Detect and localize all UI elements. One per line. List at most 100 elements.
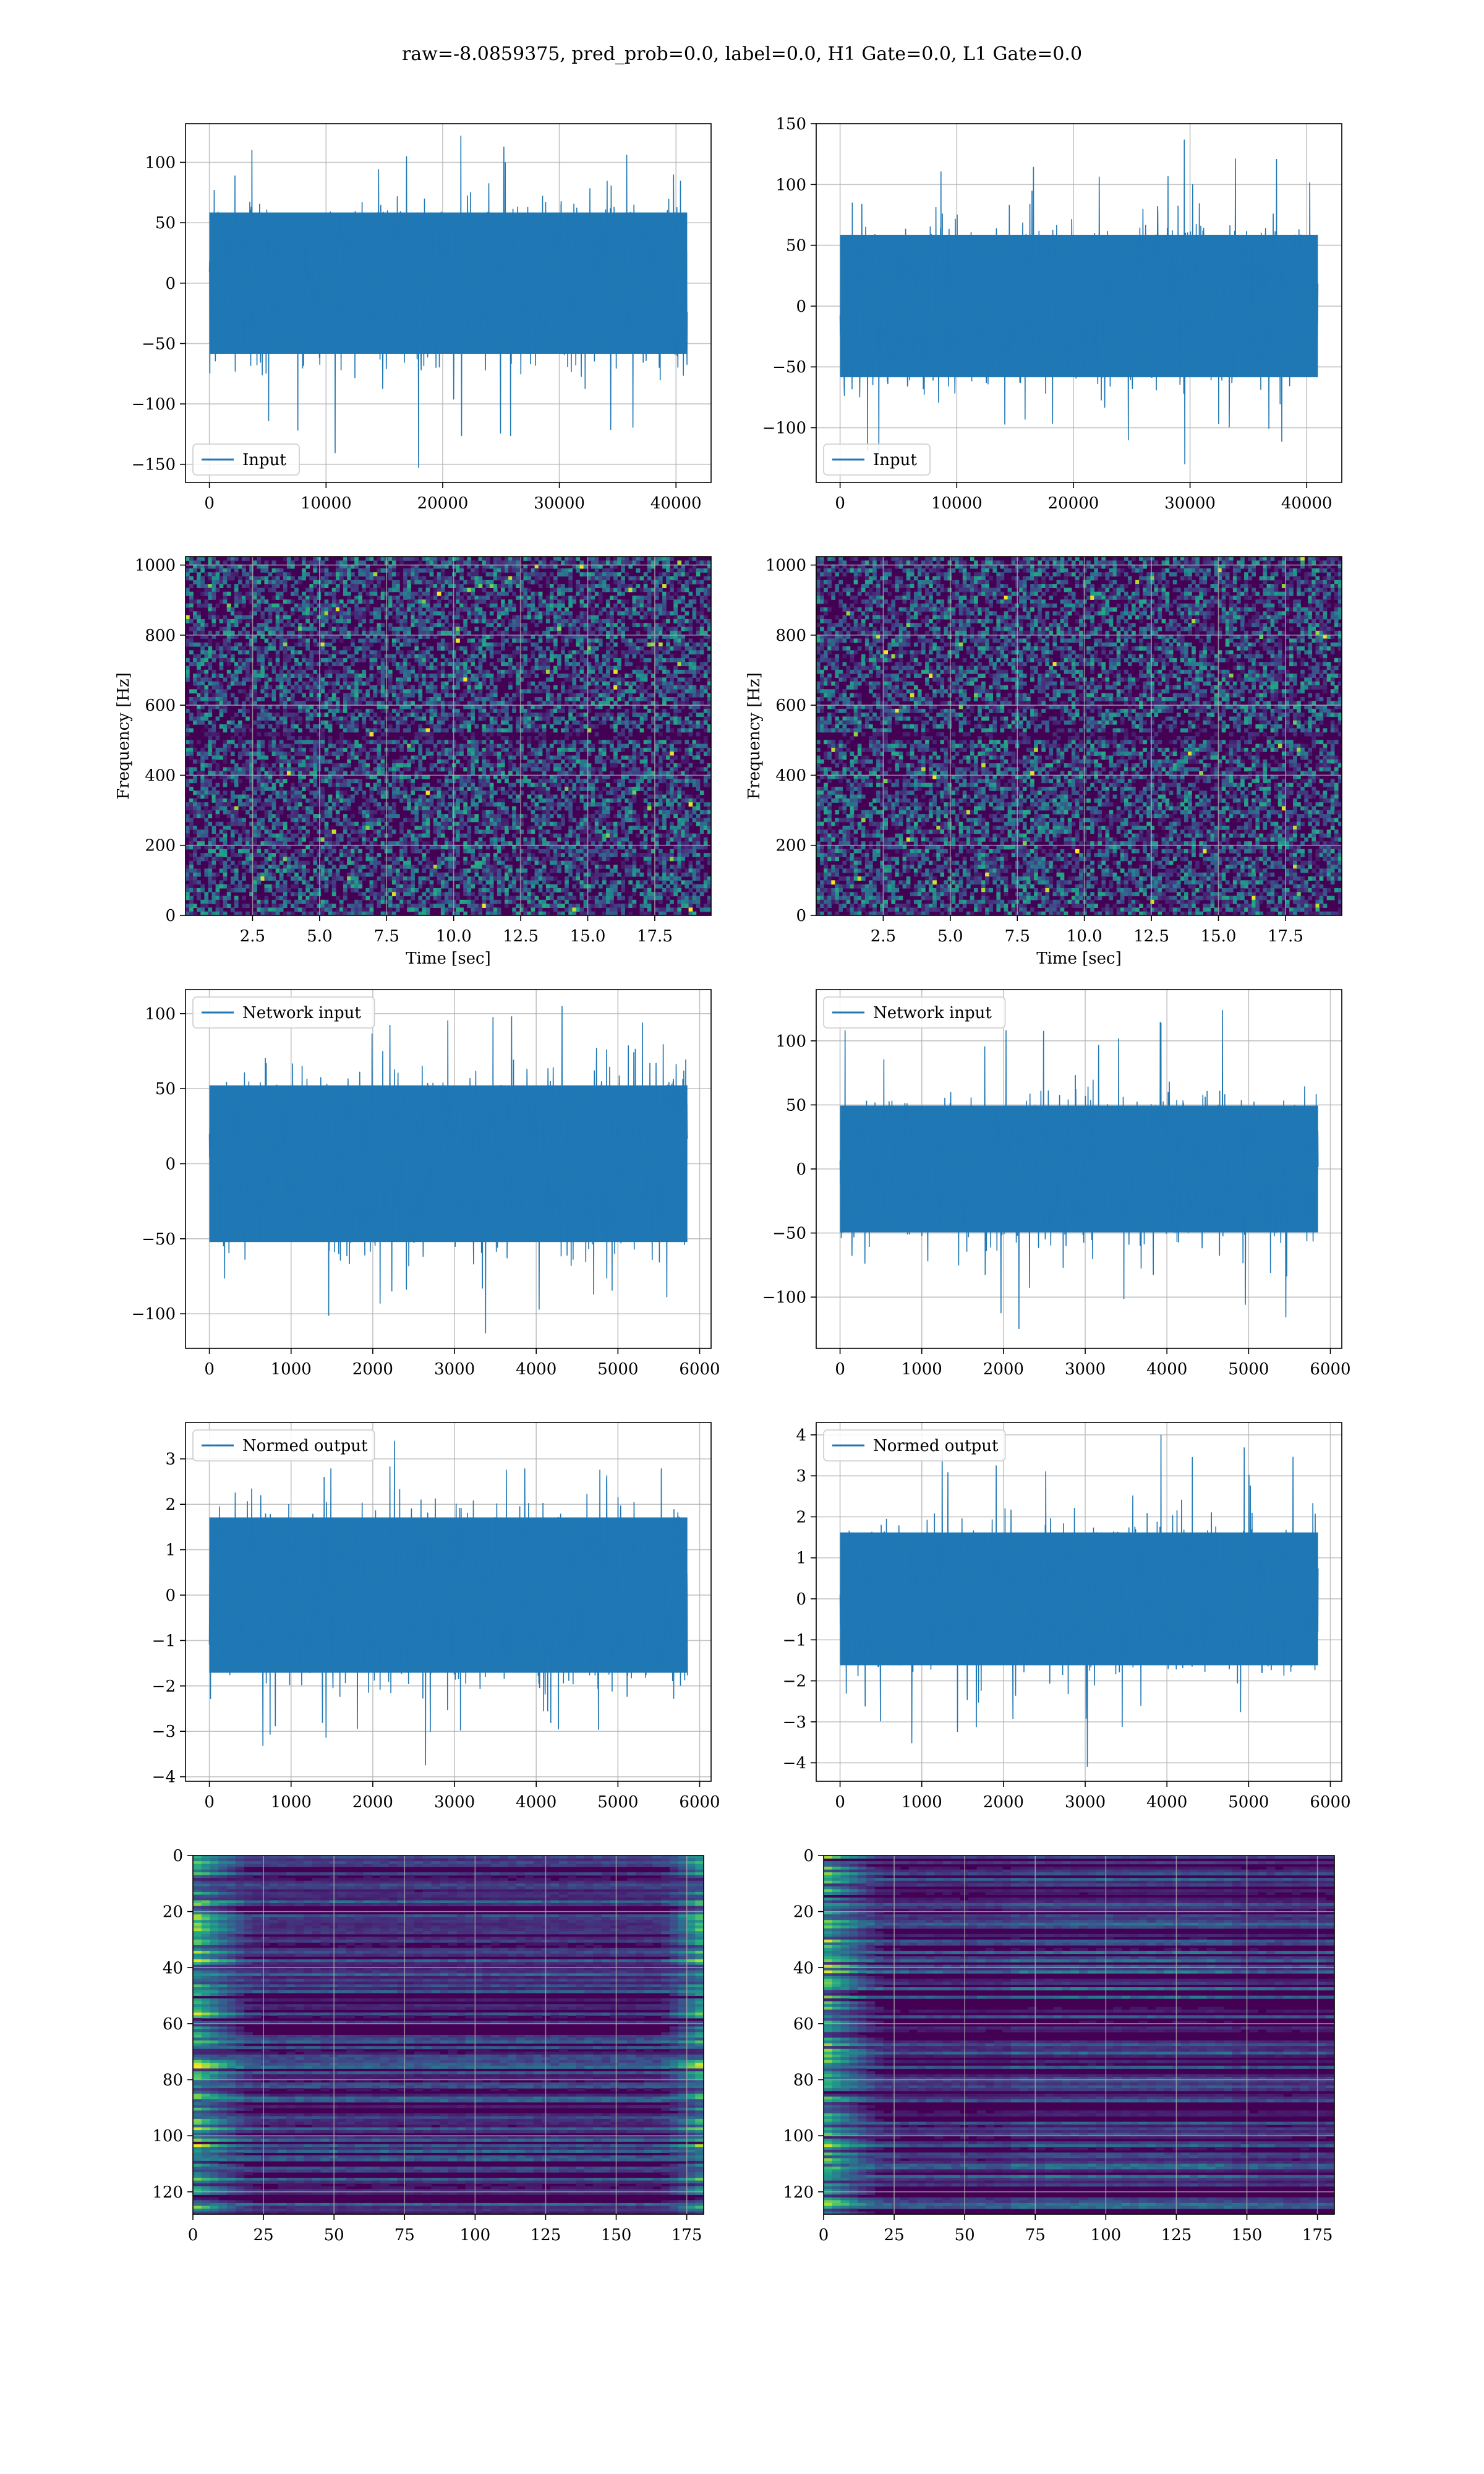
spectrogram-cell [549,697,554,701]
spectrogram-cell [643,580,648,584]
spectrogram-cell [662,701,667,706]
spectrogram-cell [425,775,430,779]
spectrogram-cell [568,638,573,643]
spectrogram-cell [553,603,558,608]
spectrogram-cell [692,666,697,670]
spectrogram-cell [223,751,228,756]
spectrogram-cell [654,662,659,667]
spectrogram-cell [505,747,509,752]
spectrogram-cell [380,724,385,729]
spectrogram-cell [189,689,194,694]
spectrogram-cell [617,599,621,604]
spectrogram-cell [313,596,318,600]
spectrogram-cell [399,755,404,760]
spectrogram-cell [459,693,464,698]
spectrogram-cell [493,576,498,581]
spectrogram-cell [568,697,573,701]
spectrogram-cell [643,588,648,593]
spectrogram-cell [335,708,340,713]
spectrogram-cell [298,782,302,787]
spectrogram-cell [659,771,663,776]
spectrogram-cell [489,697,494,701]
spectrogram-cell [625,572,629,577]
spectrogram-cell [437,701,441,706]
spectrogram-cell [365,599,370,604]
spectrogram-cell [211,681,216,686]
spectrogram-cell [673,708,678,713]
spectrogram-cell [677,599,682,604]
spectrogram-cell [189,743,194,748]
spectrogram-cell [219,693,224,698]
spectrogram-cell [538,716,543,721]
spectrogram-cell [279,669,284,674]
spectrogram-cell [456,607,460,612]
spectrogram-cell [448,657,453,662]
spectrogram-cell [456,580,460,584]
spectrogram-cell [403,627,407,631]
spectrogram-cell [440,627,445,631]
spectrogram-cell [399,677,404,682]
spectrogram-cell [471,782,475,787]
spectrogram-cell [238,724,242,729]
spectrogram-cell [681,596,686,600]
spectrogram-cell [501,736,505,740]
spectrogram-cell [193,564,197,569]
spectrogram-cell [579,642,584,647]
spectrogram-cell [489,623,494,628]
spectrogram-cell [516,650,520,655]
spectrogram-cell [226,674,231,678]
spectrogram-cell [613,693,618,698]
spectrogram-cell [331,588,336,593]
spectrogram-cell [305,713,310,717]
spectrogram-cell [186,751,190,756]
spectrogram-cell [703,615,708,620]
spectrogram-cell [467,669,472,674]
spectrogram-cell [523,724,528,729]
spectrogram-cell [534,666,539,670]
spectrogram-cell [369,732,374,737]
spectrogram-cell [399,599,404,604]
spectrogram-cell [291,635,295,639]
spectrogram-cell [489,591,494,596]
spectrogram-cell [602,763,607,768]
spectrogram-cell [527,674,532,678]
spectrogram-cell [534,755,539,760]
spectrogram-cell [696,732,701,737]
spectrogram-cell [422,755,427,760]
spectrogram-cell [204,693,209,698]
spectrogram-cell [489,654,494,659]
spectrogram-cell [628,755,633,760]
spectrogram-cell [549,603,554,608]
spectrogram-cell [242,751,246,756]
spectrogram-cell [354,743,359,748]
spectrogram-cell [433,611,438,616]
spectrogram-cell [369,701,374,706]
spectrogram-cell [245,763,250,768]
spectrogram-cell [501,669,505,674]
spectrogram-cell [324,557,329,561]
spectrogram-cell [309,623,314,628]
spectrogram-cell [467,724,472,729]
spectrogram-cell [643,747,648,752]
spectrogram-cell [707,564,711,569]
spectrogram-cell [478,646,483,651]
spectrogram-cell [591,638,595,643]
spectrogram-cell [628,615,633,620]
spectrogram-cell [268,693,273,698]
spectrogram-cell [249,657,254,662]
spectrogram-cell [275,615,280,620]
spectrogram-cell [275,662,280,667]
spectrogram-cell [677,596,682,600]
spectrogram-cell [291,607,295,612]
spectrogram-cell [553,779,558,784]
spectrogram-cell [253,576,257,581]
spectrogram-cell [358,681,362,686]
spectrogram-cell [606,623,610,628]
spectrogram-cell [305,638,310,643]
spectrogram-cell [534,568,539,573]
spectrogram-cell [606,603,610,608]
spectrogram-cell [467,666,472,670]
spectrogram-cell [643,689,648,694]
spectrogram-cell [347,763,351,768]
spectrogram-cell [358,767,362,772]
